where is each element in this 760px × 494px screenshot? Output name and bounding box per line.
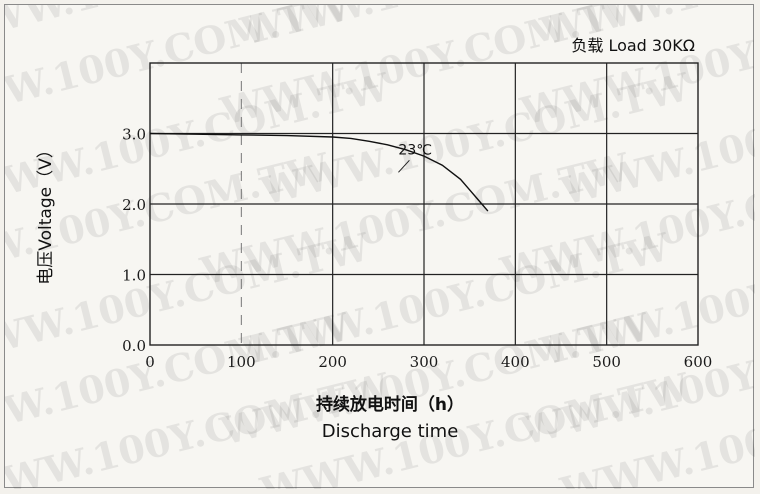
y-tick-label: 0.0 (122, 337, 146, 355)
watermark-layer: WWW.100Y.COM.TWWWW.100Y.COM.TWWWW.100Y.C… (5, 5, 755, 489)
y-tick-label: 1.0 (122, 267, 146, 285)
x-tick-label: 0 (145, 353, 155, 371)
x-tick-label: 500 (592, 353, 621, 371)
annotation-leader (398, 159, 410, 173)
x-tick-label: 100 (227, 353, 256, 371)
x-tick-label: 400 (501, 353, 530, 371)
x-tick-label: 600 (684, 353, 713, 371)
x-tick-labels: 0 100 200 300 400 500 600 (145, 353, 712, 371)
x-tick-label: 200 (318, 353, 347, 371)
plot-border (149, 62, 699, 346)
series-layer (149, 132, 489, 212)
x-tick-label: 300 (410, 353, 439, 371)
y-tick-labels: 0.0 1.0 2.0 3.0 (122, 126, 146, 356)
temperature-annotation: 23℃ (398, 143, 432, 159)
x-axis-label-english: Discharge time (322, 421, 459, 442)
discharge-chart: WWW.100Y.COM.TWWWW.100Y.COM.TWWWW.100Y.C… (5, 5, 755, 489)
series-line (149, 132, 489, 212)
y-tick-label: 2.0 (122, 196, 146, 214)
grid-lines (150, 63, 698, 345)
chart-title: 负载 Load 30KΩ (571, 36, 695, 55)
x-axis-label: 持续放电时间（h） (316, 394, 464, 415)
y-tick-label: 3.0 (122, 126, 146, 144)
y-axis-label: 电压Voltage（V） (36, 141, 56, 284)
chart-frame: WWW.100Y.COM.TW WWW.100Y.COM.TW WWW.100Y.C… (4, 4, 755, 489)
